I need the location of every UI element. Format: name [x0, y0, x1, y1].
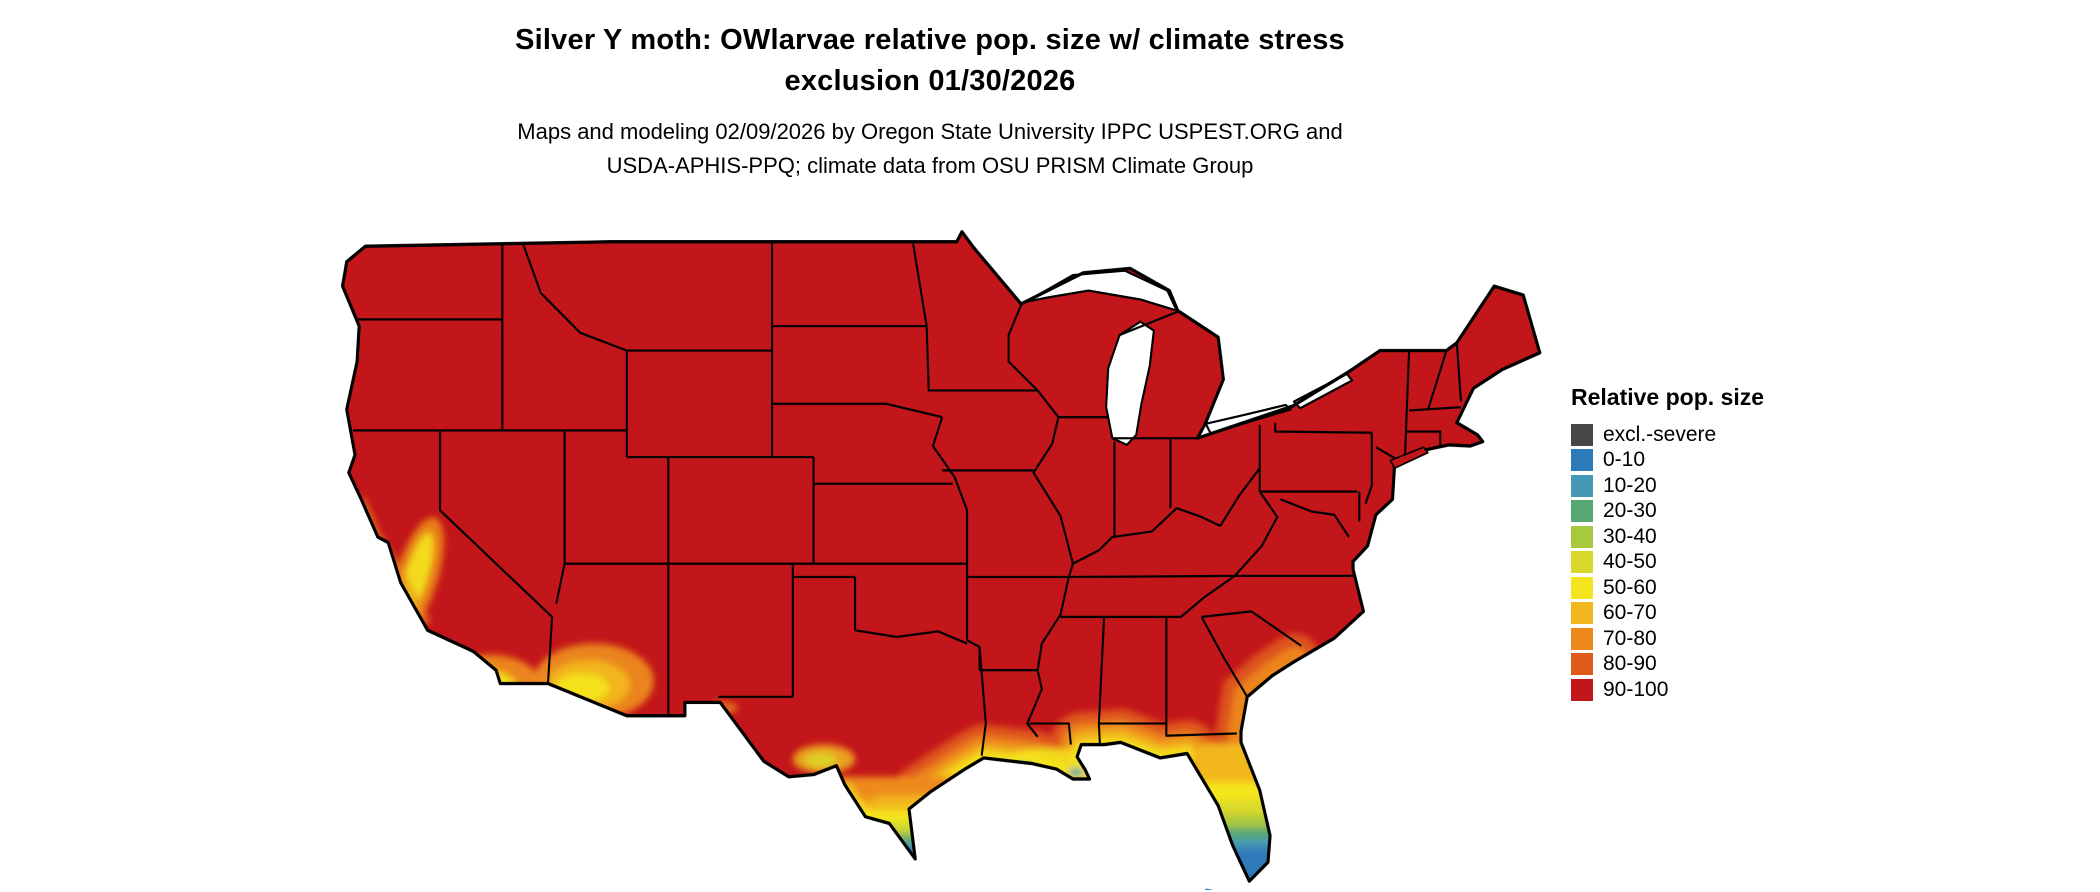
great-lakes [1025, 269, 1354, 446]
legend-item-label: 80-90 [1603, 652, 1657, 676]
legend-items: excl.-severe 0-10 10-20 20-30 30-40 40-50 50-6… [1571, 422, 1764, 703]
map-title: Silver Y moth: OWlarvae relative pop. si… [290, 20, 1570, 102]
us-map-svg [340, 230, 1542, 890]
legend-swatch [1571, 500, 1593, 523]
map-subtitle: Maps and modeling 02/09/2026 by Oregon S… [290, 115, 1570, 183]
legend-item-label: 60-70 [1603, 601, 1657, 625]
legend-item: 20-30 [1571, 499, 1764, 525]
legend-swatch [1571, 525, 1593, 548]
legend-swatch [1571, 423, 1593, 446]
legend-swatch [1571, 551, 1593, 574]
us-map [300, 224, 1545, 890]
florida-keys [1204, 888, 1222, 890]
legend-swatch [1571, 449, 1593, 472]
legend-swatch [1571, 602, 1593, 625]
legend-item: 90-100 [1571, 677, 1764, 703]
coastal-islands [1204, 446, 1430, 890]
map-subtitle-line1: Maps and modeling 02/09/2026 by Oregon S… [517, 119, 1343, 144]
legend-item-label: 70-80 [1603, 626, 1657, 650]
legend-swatch [1571, 678, 1593, 701]
legend-swatch [1571, 576, 1593, 599]
us-outline [340, 230, 1542, 883]
legend: Relative pop. size excl.-severe 0-10 10-20… [1571, 384, 1764, 703]
legend-item: 80-90 [1571, 652, 1764, 678]
header: Silver Y moth: OWlarvae relative pop. si… [290, 20, 1570, 183]
legend-item-label: 90-100 [1603, 677, 1669, 701]
legend-item: 50-60 [1571, 575, 1764, 601]
long-island [1389, 446, 1430, 470]
map-title-line2: exclusion 01/30/2026 [784, 65, 1076, 97]
legend-item: 0-10 [1571, 448, 1764, 474]
legend-item-label: 10-20 [1603, 473, 1657, 497]
legend-swatch [1571, 474, 1593, 497]
legend-swatch [1571, 653, 1593, 676]
legend-item-label: 50-60 [1603, 575, 1657, 599]
legend-item: 60-70 [1571, 601, 1764, 627]
map-subtitle-line2: USDA-APHIS-PPQ; climate data from OSU PR… [606, 153, 1254, 178]
legend-swatch [1571, 627, 1593, 650]
legend-item-label: excl.-severe [1603, 422, 1717, 446]
legend-item-label: 0-10 [1603, 448, 1646, 472]
legend-item: 10-20 [1571, 473, 1764, 499]
legend-item: excl.-severe [1571, 422, 1764, 448]
legend-title: Relative pop. size [1571, 384, 1765, 410]
legend-item-label: 20-30 [1603, 499, 1657, 523]
map-title-line1: Silver Y moth: OWlarvae relative pop. si… [515, 24, 1345, 56]
state-borders [352, 241, 1462, 756]
legend-item-label: 30-40 [1603, 524, 1657, 548]
legend-item: 40-50 [1571, 550, 1764, 576]
legend-item: 70-80 [1571, 626, 1764, 652]
legend-item: 30-40 [1571, 524, 1764, 550]
legend-item-label: 40-50 [1603, 550, 1657, 574]
